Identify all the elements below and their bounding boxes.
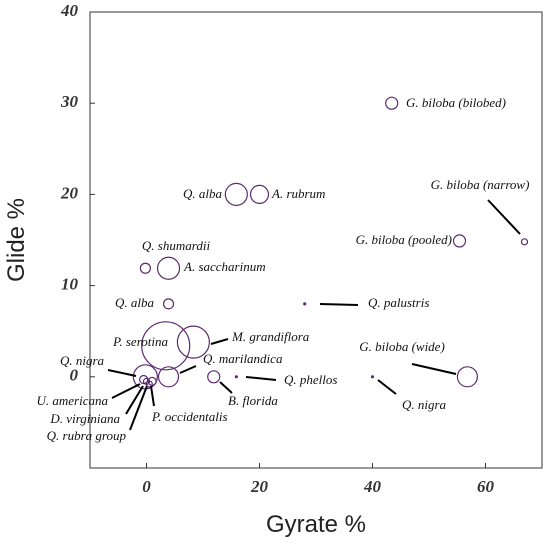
point-label: G. biloba (bilobed)	[406, 95, 506, 110]
leader-line	[125, 385, 144, 415]
y-tick-label: 20	[60, 183, 79, 202]
bubble	[141, 321, 191, 371]
leader-line	[411, 363, 457, 375]
point-label: A. rubrum	[271, 186, 325, 201]
y-tick-label: 10	[61, 275, 79, 294]
bubble	[370, 375, 375, 379]
leader-line	[111, 383, 141, 399]
point-label: G. biloba (wide)	[359, 339, 445, 354]
bubble	[207, 370, 221, 384]
point-label: Q. alba	[183, 186, 223, 201]
point-label: Q. marilandica	[203, 351, 283, 366]
bubble	[157, 366, 180, 388]
bubble	[224, 182, 248, 206]
leader-line	[107, 369, 137, 377]
bubble	[303, 302, 307, 306]
leader-line	[129, 385, 148, 431]
point-label: M. grandiflora	[231, 329, 310, 344]
bubble	[520, 238, 529, 246]
leader-line	[219, 381, 233, 394]
bubble	[456, 366, 479, 388]
bubble	[234, 375, 238, 379]
point-label: G. biloba (narrow)	[431, 177, 530, 192]
x-tick-label: 0	[142, 477, 151, 496]
leader-line	[245, 376, 277, 381]
point-label: Q. alba	[115, 295, 155, 310]
point-label: G. biloba (pooled)	[356, 232, 452, 247]
x-tick-label: 20	[250, 477, 269, 496]
bubble	[156, 256, 181, 280]
bubble	[139, 262, 151, 274]
x-tick-label: 40	[363, 477, 382, 496]
bubble	[452, 234, 467, 248]
leader-line	[377, 379, 397, 395]
leader-line	[179, 365, 197, 374]
bubble	[162, 298, 175, 310]
point-label: Q. nigra	[402, 397, 447, 412]
point-label: P. occidentalis	[151, 409, 228, 424]
bubble	[176, 325, 210, 359]
bubble	[145, 380, 153, 388]
y-tick-label: 40	[60, 1, 79, 20]
x-axis-title: Gyrate %	[266, 511, 366, 538]
point-label: Q. rubra group	[47, 428, 127, 443]
bubble	[147, 376, 157, 386]
y-tick-label: 0	[70, 366, 79, 385]
point-label: A. saccharinum	[183, 259, 266, 274]
leader-line	[210, 338, 229, 345]
leader-line	[150, 385, 155, 407]
x-tick-label: 60	[477, 477, 495, 496]
point-label: B. florida	[228, 393, 278, 408]
plot-frame	[89, 11, 543, 469]
point-label: Q. shumardii	[142, 238, 211, 253]
point-label: Q. phellos	[284, 372, 337, 387]
leader-line	[487, 199, 521, 235]
leader-line	[319, 303, 359, 306]
point-label: Q. nigra	[60, 353, 105, 368]
point-label: Q. palustris	[368, 295, 429, 310]
bubble	[249, 184, 270, 204]
point-label: P. serotina	[112, 334, 168, 349]
point-label: U. americana	[37, 393, 109, 408]
bubble	[385, 96, 399, 110]
y-axis-title: Glide %	[3, 198, 30, 282]
point-label: D. virginiana	[49, 411, 120, 426]
y-tick-label: 30	[60, 92, 79, 111]
